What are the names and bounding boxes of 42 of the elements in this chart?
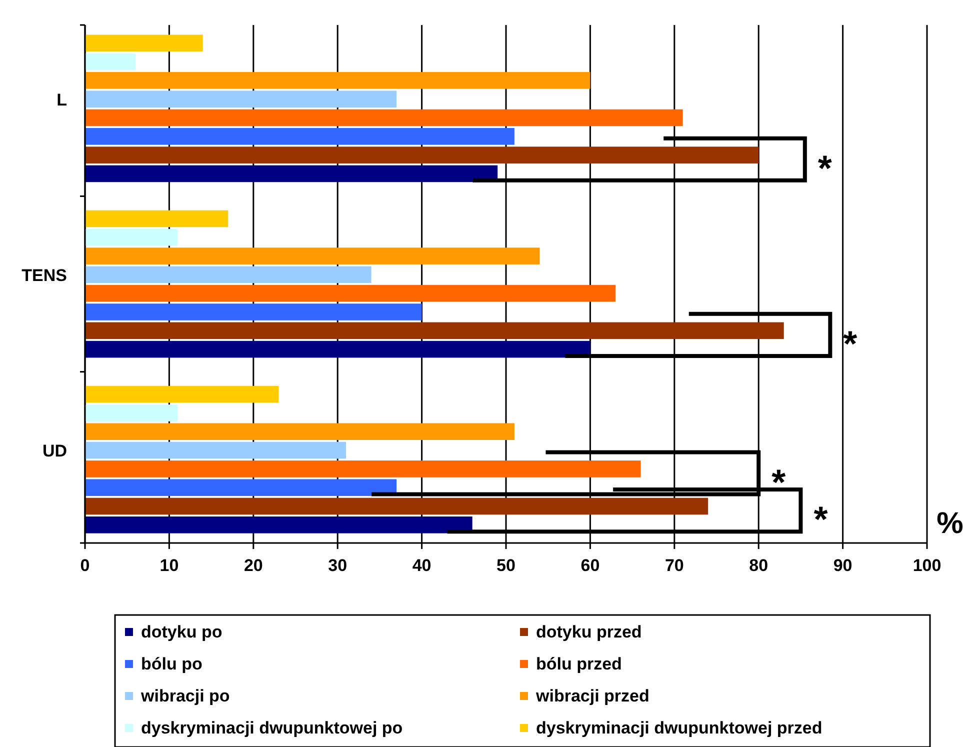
legend-label: dyskryminacji dwupunktowej przed xyxy=(536,718,822,738)
annotation: * xyxy=(818,147,832,188)
y-tick-label: UD xyxy=(42,442,67,461)
bar xyxy=(85,423,514,440)
x-tick-label: 100 xyxy=(912,556,942,575)
bar xyxy=(85,90,397,108)
y-tick-label: L xyxy=(56,90,67,110)
legend-label: wibracji przed xyxy=(535,686,650,706)
bar xyxy=(85,266,372,284)
x-axis-title: % xyxy=(936,507,963,540)
annotation: * xyxy=(843,322,858,364)
bar xyxy=(85,404,178,422)
x-tick-label: 90 xyxy=(833,556,852,575)
bar xyxy=(85,228,178,246)
legend-label: dyskryminacji dwupunktowej po xyxy=(141,718,403,738)
annotation: * xyxy=(772,461,786,502)
x-tick-label: 10 xyxy=(160,556,179,575)
bar xyxy=(85,248,540,264)
y-tick-label: TENS xyxy=(22,266,67,286)
x-tick-label: 20 xyxy=(244,556,263,575)
annotation: * xyxy=(814,498,828,540)
x-tick-label: 30 xyxy=(328,556,348,575)
x-tick-label: 0 xyxy=(80,556,90,575)
bar xyxy=(85,34,203,52)
x-tick-label: 70 xyxy=(664,556,684,575)
bar xyxy=(85,53,136,70)
x-tick-label: 40 xyxy=(412,556,432,575)
bar xyxy=(85,304,422,320)
bar xyxy=(85,386,279,403)
legend-label: bólu po xyxy=(141,654,202,674)
bar xyxy=(85,210,228,228)
legend-label: bólu przed xyxy=(536,654,622,674)
x-tick-label: 60 xyxy=(580,556,600,575)
legend-label: dotyku po xyxy=(141,622,222,642)
x-tick-label: 80 xyxy=(749,556,768,575)
bar xyxy=(85,442,346,459)
bar xyxy=(85,109,683,126)
bar xyxy=(85,72,590,89)
bar xyxy=(85,284,616,302)
legend-label: wibracji po xyxy=(140,686,230,706)
x-tick-label: 50 xyxy=(496,556,516,575)
legend-label: dotyku przed xyxy=(536,622,642,642)
